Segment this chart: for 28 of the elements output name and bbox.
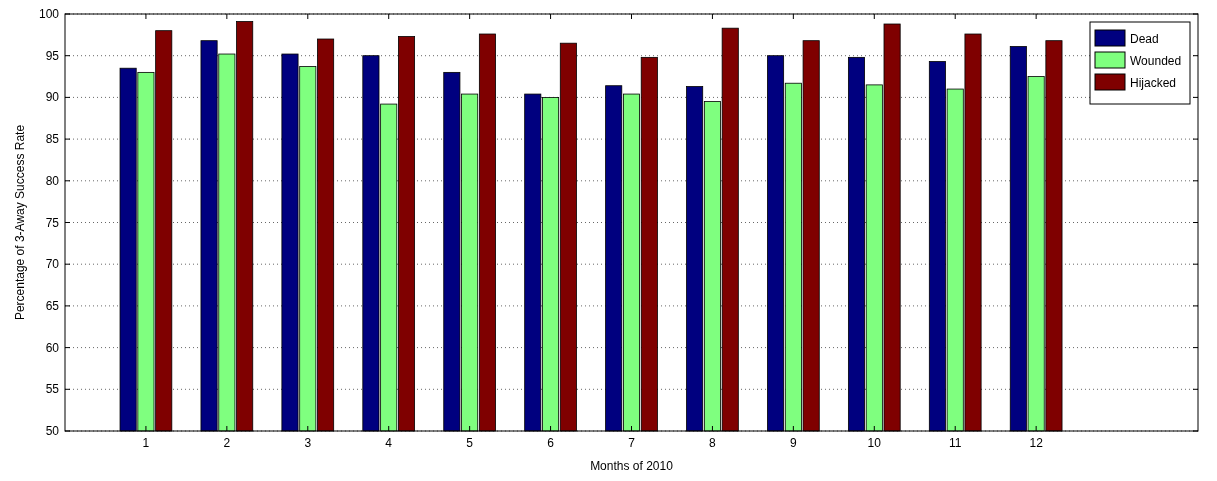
y-tick-label: 70: [45, 257, 60, 272]
y-axis-title: Percentage of 3-Away Success Rate: [13, 124, 27, 321]
legend-label: Wounded: [1130, 54, 1182, 68]
x-tick-label: 3: [304, 436, 312, 450]
y-tick-label: 75: [45, 215, 60, 230]
y-tick-label: 85: [45, 132, 60, 147]
y-tick-label: 60: [45, 340, 60, 355]
legend-label: Dead: [1130, 32, 1159, 46]
x-tick-label: 1: [142, 436, 150, 450]
y-tick-label: 100: [38, 7, 60, 21]
x-tick-label: 7: [628, 436, 636, 450]
y-tick-label: 95: [45, 48, 60, 63]
legend-label: Hijacked: [1130, 76, 1177, 90]
x-tick-label: 2: [223, 436, 231, 450]
x-tick-label: 6: [547, 436, 555, 450]
x-tick-label: 9: [790, 436, 798, 450]
y-tick-label: 50: [45, 424, 60, 438]
y-tick-label: 80: [45, 173, 60, 188]
x-tick-label: 10: [867, 436, 882, 450]
x-tick-label: 4: [385, 436, 393, 450]
x-tick-label: 8: [709, 436, 717, 450]
x-tick-label: 12: [1029, 436, 1044, 450]
y-tick-label: 55: [45, 382, 60, 397]
y-tick-label: 65: [45, 298, 60, 313]
x-tick-label: 5: [466, 436, 474, 450]
x-tick-label: 11: [948, 436, 962, 450]
x-axis-title: Months of 2010: [590, 459, 674, 473]
y-tick-label: 90: [45, 90, 60, 105]
